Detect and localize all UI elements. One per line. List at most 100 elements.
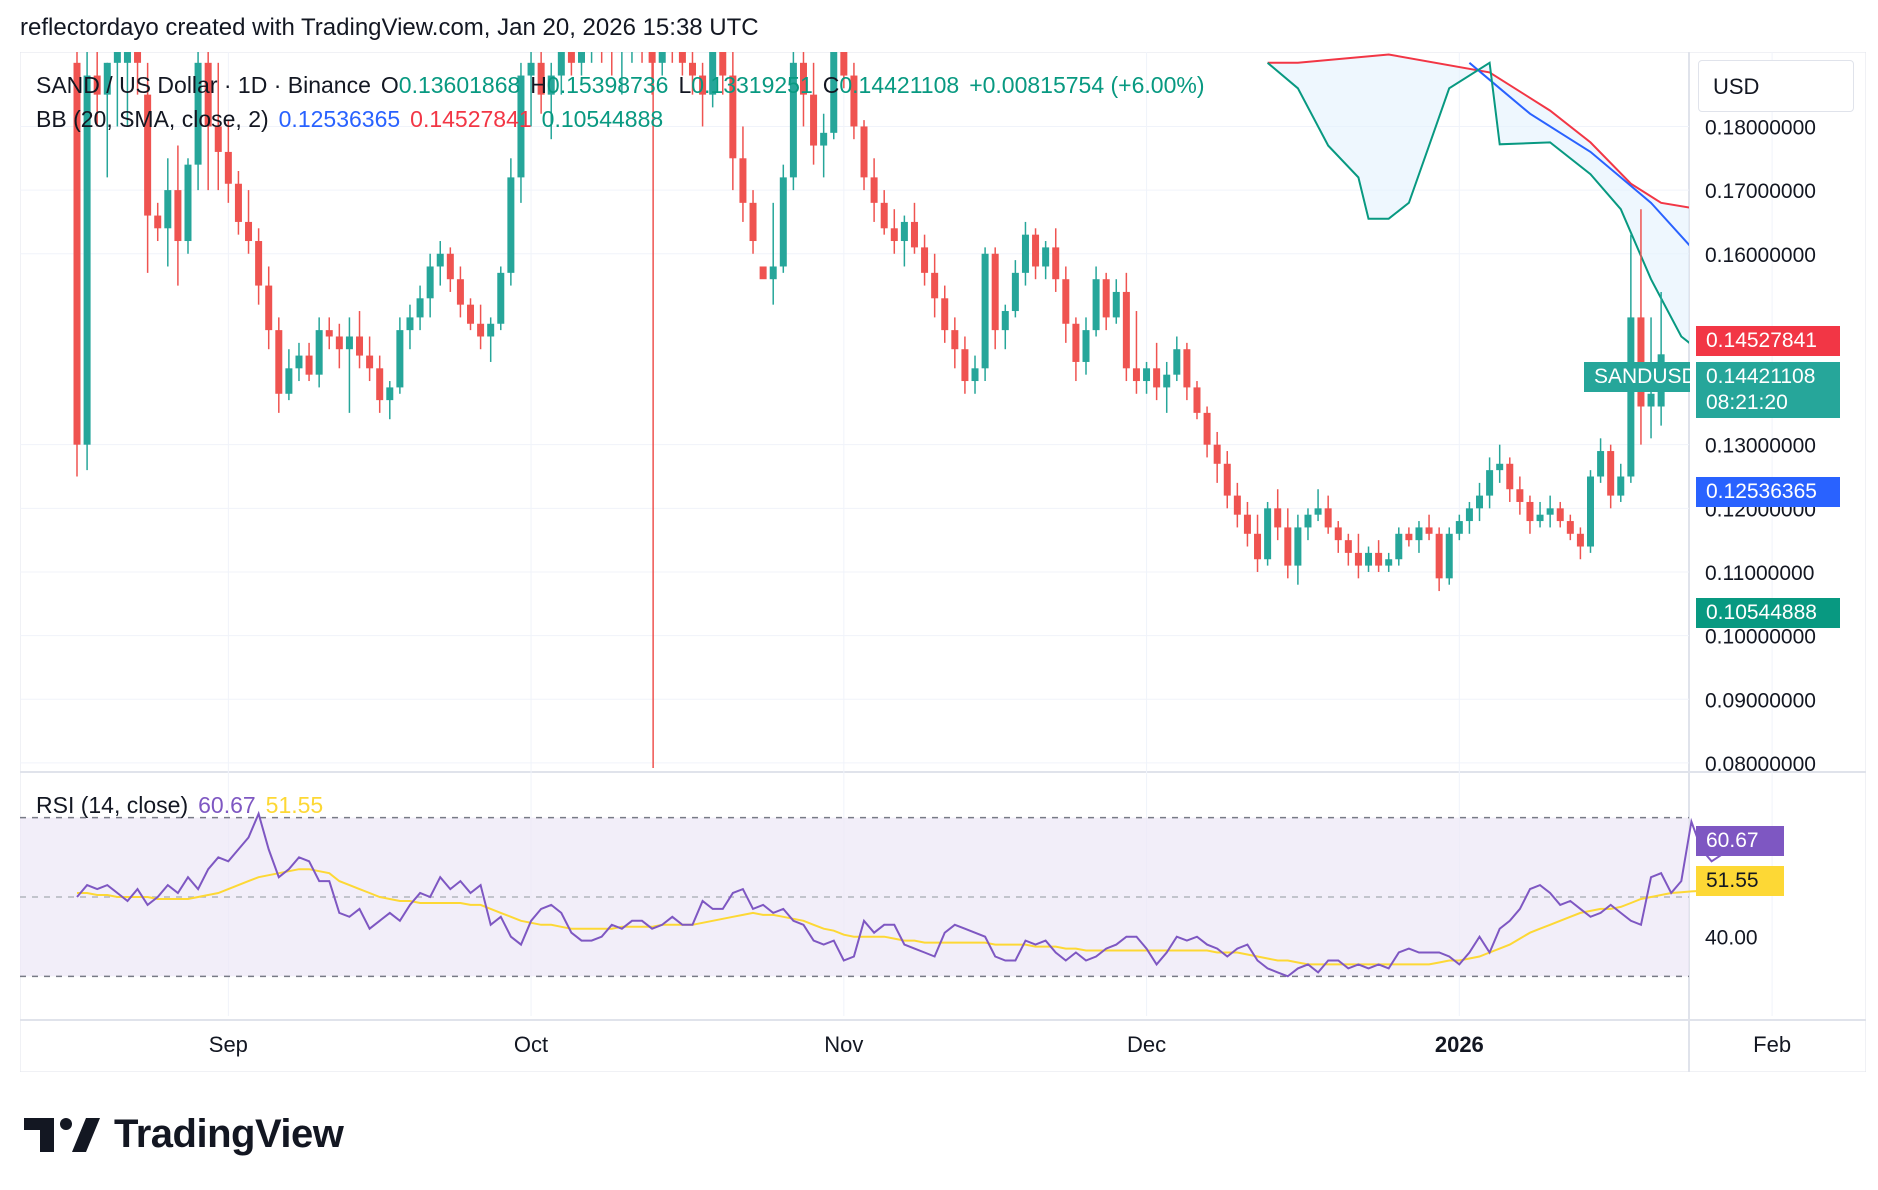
candle bbox=[1062, 266, 1070, 343]
candle-body bbox=[1163, 374, 1171, 388]
candle bbox=[154, 202, 162, 242]
candle bbox=[1405, 527, 1413, 547]
price-chart[interactable]: 0.18000000 0.17000000 0.16000000 0.13000000… bbox=[20, 52, 1866, 1072]
candle-body bbox=[1102, 279, 1110, 318]
low-value: 0.13319251 bbox=[691, 72, 813, 98]
close-label: C bbox=[822, 72, 840, 98]
candle-body bbox=[366, 355, 374, 369]
candle-body bbox=[1334, 527, 1342, 541]
candle-body bbox=[1536, 514, 1544, 522]
candle bbox=[1617, 463, 1625, 502]
time-tick-label: Feb bbox=[1753, 1032, 1791, 1057]
symbol-title[interactable]: SAND / US Dollar · 1D · Binance bbox=[36, 72, 371, 98]
candle-body bbox=[255, 241, 263, 286]
candle-body bbox=[245, 221, 253, 242]
candle-body bbox=[335, 336, 343, 350]
candle bbox=[880, 190, 888, 235]
candle bbox=[406, 304, 414, 350]
candle-body bbox=[1254, 533, 1262, 560]
candle-body bbox=[1617, 476, 1625, 496]
candle bbox=[1011, 260, 1019, 318]
candle bbox=[467, 298, 475, 331]
candle bbox=[517, 62, 525, 203]
candle-body bbox=[275, 330, 283, 394]
candle-body bbox=[1143, 368, 1151, 382]
candle bbox=[1143, 361, 1151, 394]
candle-body bbox=[840, 52, 848, 76]
candle bbox=[1213, 431, 1221, 483]
candle-body bbox=[557, 52, 565, 76]
time-tick-label: Sep bbox=[209, 1032, 248, 1057]
candle bbox=[446, 247, 454, 292]
time-tick-label: Nov bbox=[824, 1032, 863, 1057]
candle-body bbox=[547, 75, 555, 95]
candle-body bbox=[1506, 463, 1514, 490]
candle bbox=[1607, 444, 1615, 509]
candle-body bbox=[527, 62, 535, 76]
candle-body bbox=[376, 368, 384, 401]
candle bbox=[1092, 266, 1100, 337]
candle-body bbox=[295, 355, 303, 369]
candle bbox=[1254, 514, 1262, 572]
candle-body bbox=[1395, 533, 1403, 560]
candle-body bbox=[1062, 279, 1070, 324]
candle bbox=[1476, 482, 1484, 522]
candle-body bbox=[1284, 527, 1292, 566]
candle bbox=[477, 304, 485, 350]
candle-body bbox=[961, 349, 969, 382]
candle bbox=[799, 52, 807, 127]
bb-lower-tag: 0.10544888 bbox=[1696, 598, 1840, 628]
candle-body bbox=[446, 253, 454, 280]
bb-label[interactable]: BB (20, SMA, close, 2) bbox=[36, 106, 269, 132]
candle bbox=[174, 145, 182, 286]
candle-body bbox=[1415, 527, 1423, 541]
open-label: O bbox=[380, 72, 399, 98]
candle-body bbox=[759, 266, 767, 280]
candle bbox=[739, 126, 747, 222]
candle bbox=[527, 52, 535, 127]
open-value: 0.13601868 bbox=[398, 72, 521, 98]
candle bbox=[1233, 482, 1241, 528]
candle bbox=[73, 52, 81, 477]
price-tick-label: 0.11000000 bbox=[1705, 562, 1814, 585]
candle bbox=[671, 52, 674, 63]
candle-body bbox=[265, 285, 273, 331]
candle-body bbox=[1233, 495, 1241, 515]
candle-body bbox=[1476, 495, 1484, 509]
candle bbox=[1032, 228, 1040, 280]
candle bbox=[1556, 501, 1564, 528]
candle-body bbox=[134, 52, 142, 63]
candle bbox=[93, 52, 101, 127]
candle bbox=[416, 285, 424, 331]
candle-body bbox=[1516, 489, 1524, 502]
candle-body bbox=[688, 62, 696, 76]
price-tick-label: 0.09000000 bbox=[1705, 689, 1816, 712]
rsi-legend: RSI (14, close) 60.67 51.55 bbox=[36, 792, 333, 819]
candle-body bbox=[799, 62, 807, 95]
rsi-label[interactable]: RSI (14, close) bbox=[36, 792, 189, 818]
tradingview-logo[interactable]: TradingView bbox=[24, 1112, 344, 1157]
candle-body bbox=[1173, 349, 1181, 375]
candle-body bbox=[729, 75, 737, 159]
candle bbox=[981, 247, 989, 382]
currency-button[interactable]: USD bbox=[1698, 60, 1854, 112]
candle-body bbox=[578, 52, 585, 63]
candle-body bbox=[1082, 330, 1090, 362]
candle bbox=[194, 52, 202, 191]
candle bbox=[1597, 438, 1605, 483]
candle bbox=[557, 52, 565, 95]
rsi-line bbox=[76, 810, 1723, 978]
symbol-tag: SANDUSD bbox=[1584, 362, 1697, 392]
candle-body bbox=[174, 190, 182, 242]
candle-body bbox=[779, 177, 787, 267]
candle-body bbox=[850, 75, 858, 127]
tradingview-logo-text: TradingView bbox=[114, 1112, 344, 1156]
candle bbox=[1052, 228, 1060, 292]
price-tick-label: 0.13000000 bbox=[1705, 435, 1816, 458]
high-value: 0.15398736 bbox=[546, 72, 669, 98]
candle-body bbox=[1294, 527, 1302, 566]
candle bbox=[1264, 501, 1272, 566]
candle-body bbox=[204, 62, 212, 127]
candle bbox=[1354, 533, 1362, 579]
candle bbox=[789, 52, 797, 191]
